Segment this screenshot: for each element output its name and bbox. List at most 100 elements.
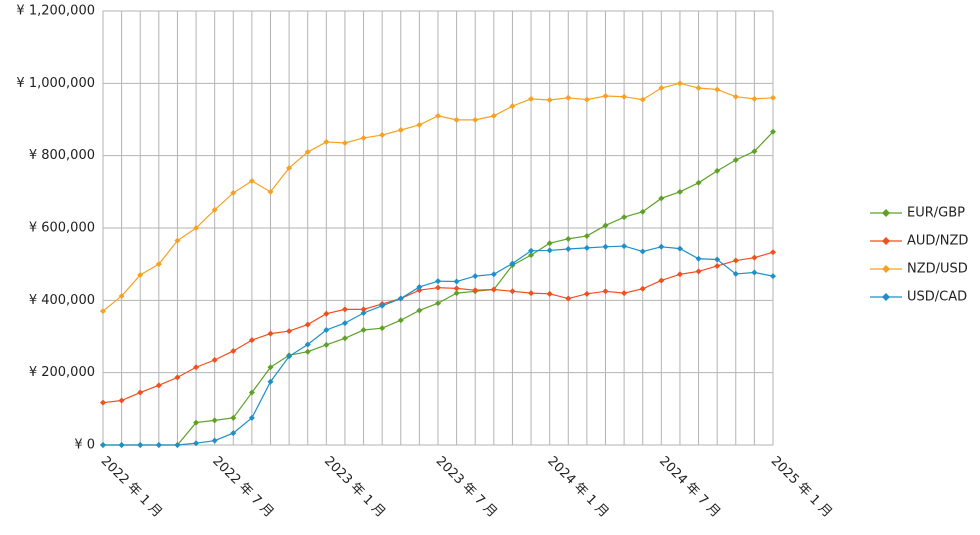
- data-point: [490, 112, 497, 119]
- data-point: [323, 138, 330, 145]
- data-point: [639, 96, 646, 103]
- data-point: [416, 307, 423, 314]
- data-point: [565, 94, 572, 101]
- data-point: [621, 214, 628, 221]
- data-point: [323, 326, 330, 333]
- data-point: [676, 188, 683, 195]
- data-point: [751, 148, 758, 155]
- data-point: [602, 243, 609, 250]
- data-point: [137, 442, 144, 448]
- data-point: [193, 419, 200, 426]
- data-point: [193, 364, 200, 371]
- data-point: [304, 341, 311, 348]
- data-point: [658, 243, 665, 250]
- data-point: [583, 244, 590, 251]
- data-point: [304, 348, 311, 355]
- data-point: [248, 389, 255, 396]
- data-point: [230, 189, 237, 196]
- data-point: [155, 442, 162, 448]
- data-point: [100, 399, 106, 406]
- data-point: [341, 306, 348, 313]
- y-tick-label: ¥ 400,000: [29, 293, 95, 308]
- data-point: [397, 295, 404, 302]
- data-point: [732, 157, 739, 164]
- data-point: [453, 278, 460, 285]
- data-point: [286, 353, 293, 360]
- x-tick-label: 2023 年 7 月: [433, 454, 500, 521]
- data-point: [509, 260, 516, 267]
- x-tick-label: 2025 年 1 月: [768, 454, 835, 521]
- data-point: [583, 96, 590, 103]
- data-point: [695, 255, 702, 262]
- data-point: [676, 80, 683, 87]
- data-point: [621, 93, 628, 100]
- legend-marker: [882, 237, 890, 245]
- x-tick-label: 2022 年 1 月: [98, 454, 165, 521]
- data-point: [770, 94, 776, 101]
- data-point: [118, 292, 125, 299]
- x-tick-label: 2024 年 7 月: [656, 454, 723, 521]
- data-point: [565, 235, 572, 242]
- data-point: [248, 337, 255, 344]
- data-point: [379, 325, 386, 332]
- data-point: [211, 357, 218, 364]
- y-tick-label: ¥ 800,000: [29, 148, 95, 163]
- data-point: [509, 103, 516, 110]
- data-point: [137, 272, 144, 279]
- data-point: [137, 389, 144, 396]
- data-point: [490, 286, 497, 293]
- data-point: [714, 167, 721, 174]
- data-point: [714, 86, 721, 93]
- data-point: [304, 321, 311, 328]
- data-point: [267, 188, 274, 195]
- y-tick-label: ¥ 200,000: [29, 365, 95, 380]
- data-point: [360, 309, 367, 316]
- data-point: [583, 290, 590, 297]
- data-point: [100, 308, 106, 315]
- data-point: [174, 374, 181, 381]
- data-point: [211, 437, 218, 444]
- data-point: [453, 290, 460, 297]
- x-tick-label: 2022 年 7 月: [209, 454, 276, 521]
- data-point: [248, 414, 255, 421]
- data-point: [435, 284, 441, 291]
- data-point: [155, 382, 162, 389]
- data-point: [639, 208, 646, 215]
- data-point: [639, 248, 646, 255]
- data-point: [230, 347, 237, 354]
- legend-label: EUR/GBP: [907, 206, 965, 221]
- data-point: [676, 271, 683, 278]
- data-point: [416, 283, 423, 290]
- data-point: [230, 414, 237, 421]
- data-point: [546, 240, 553, 247]
- data-point: [714, 256, 721, 263]
- data-point: [472, 287, 479, 294]
- data-point: [211, 417, 218, 424]
- data-point: [248, 177, 255, 184]
- data-point: [602, 92, 609, 99]
- data-point: [267, 364, 274, 371]
- data-point: [695, 268, 702, 275]
- data-point: [528, 252, 535, 259]
- legend-label: USD/CAD: [907, 290, 967, 305]
- data-point: [565, 295, 572, 302]
- data-point: [360, 134, 367, 141]
- data-point: [453, 116, 460, 123]
- legend-marker: [882, 293, 890, 301]
- data-point: [360, 306, 367, 313]
- data-point: [658, 85, 665, 92]
- data-point: [453, 285, 460, 292]
- data-point: [118, 397, 125, 404]
- data-point: [211, 206, 218, 213]
- legend-label: NZD/USD: [907, 262, 968, 277]
- data-point: [732, 257, 739, 264]
- data-point: [397, 126, 404, 133]
- data-point: [583, 232, 590, 239]
- data-point: [416, 121, 423, 128]
- data-point: [435, 278, 441, 285]
- data-point: [193, 225, 200, 231]
- data-point: [751, 269, 758, 276]
- data-point: [416, 287, 423, 294]
- data-point: [695, 179, 702, 186]
- data-point: [509, 288, 516, 295]
